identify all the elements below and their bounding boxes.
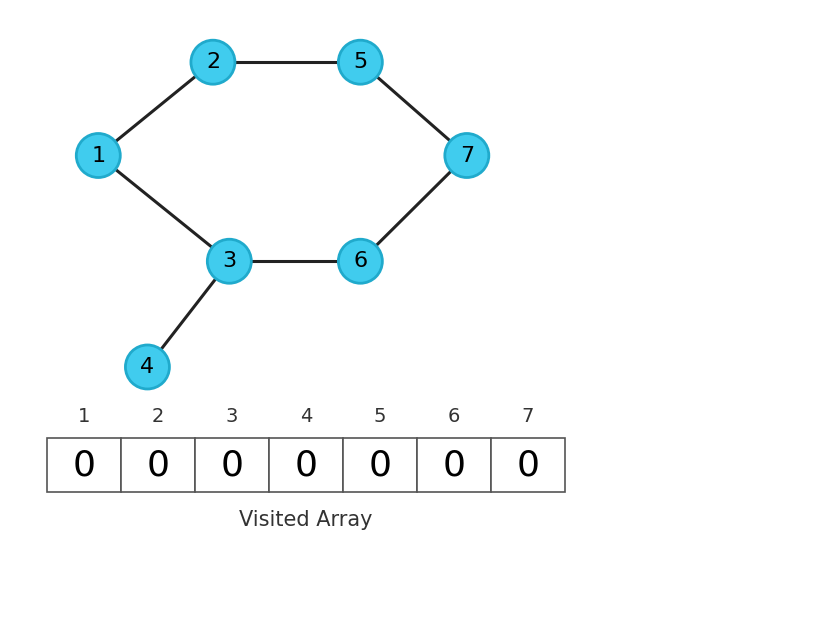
FancyBboxPatch shape (269, 438, 343, 492)
Text: 5: 5 (373, 407, 387, 425)
Text: 2: 2 (152, 407, 164, 425)
FancyBboxPatch shape (47, 438, 121, 492)
Text: 4: 4 (300, 407, 312, 425)
Text: 3: 3 (222, 251, 237, 271)
Text: 6: 6 (353, 251, 368, 271)
Circle shape (445, 134, 489, 177)
Text: Visited Array: Visited Array (239, 510, 373, 530)
Text: 0: 0 (517, 448, 540, 482)
Text: 0: 0 (442, 448, 465, 482)
Text: 0: 0 (73, 448, 96, 482)
Text: 4: 4 (140, 357, 155, 377)
FancyBboxPatch shape (195, 438, 269, 492)
Text: 7: 7 (459, 146, 474, 165)
Text: 1: 1 (78, 407, 90, 425)
Text: 0: 0 (295, 448, 318, 482)
Text: 2: 2 (206, 52, 220, 72)
Circle shape (191, 40, 235, 84)
FancyBboxPatch shape (417, 438, 491, 492)
Circle shape (338, 40, 382, 84)
Circle shape (125, 345, 170, 389)
Text: 0: 0 (220, 448, 243, 482)
Circle shape (207, 239, 251, 283)
Text: 6: 6 (448, 407, 460, 425)
Text: 5: 5 (353, 52, 368, 72)
Circle shape (338, 239, 382, 283)
Text: 0: 0 (369, 448, 391, 482)
FancyBboxPatch shape (491, 438, 565, 492)
Text: 3: 3 (226, 407, 238, 425)
Text: 1: 1 (91, 146, 106, 165)
FancyBboxPatch shape (121, 438, 195, 492)
FancyBboxPatch shape (343, 438, 417, 492)
Text: 7: 7 (522, 407, 534, 425)
Circle shape (76, 134, 120, 177)
Text: 0: 0 (147, 448, 170, 482)
